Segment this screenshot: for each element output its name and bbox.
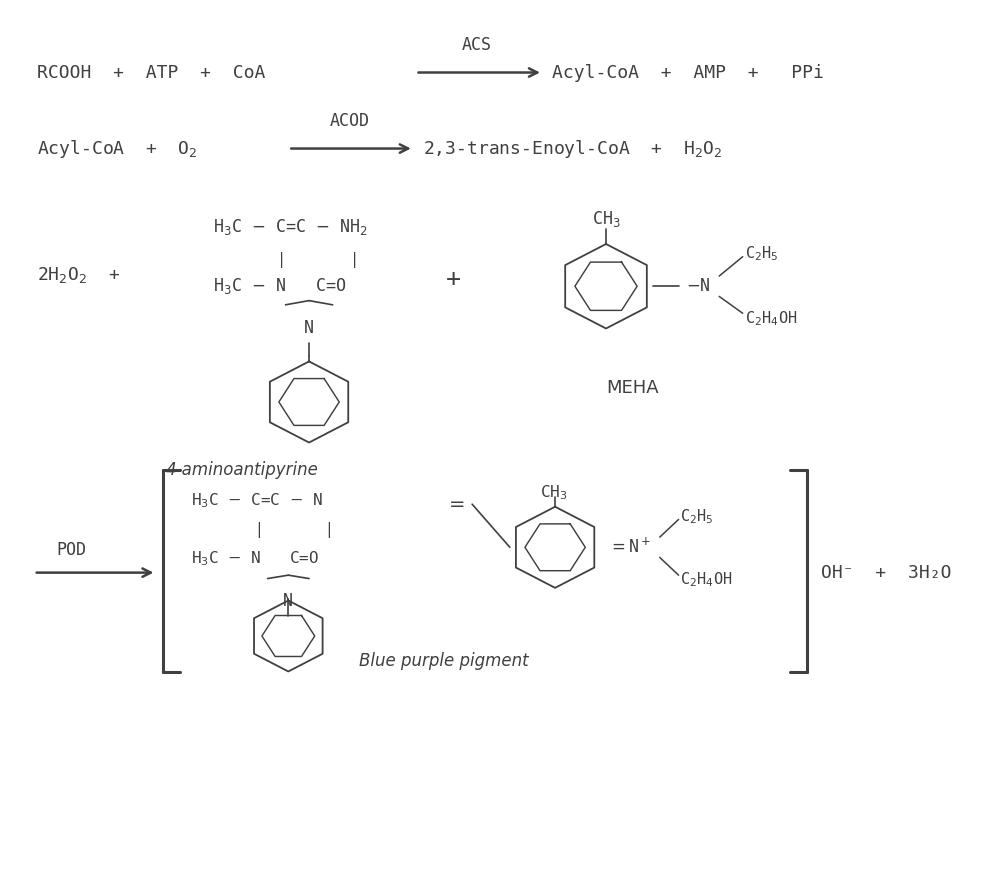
Text: H$_3$C $-$ N   C=O: H$_3$C $-$ N C=O	[213, 276, 346, 297]
Text: 2H$_2$O$_2$  +: 2H$_2$O$_2$ +	[36, 265, 120, 285]
Text: |       |: | |	[255, 523, 334, 539]
Text: Blue purple pigment: Blue purple pigment	[359, 652, 528, 671]
Text: H$_3$C $-$ N   C=O: H$_3$C $-$ N C=O	[191, 549, 319, 568]
Text: Acyl-CoA  +  O$_2$: Acyl-CoA + O$_2$	[36, 137, 197, 159]
Text: C$_2$H$_4$OH: C$_2$H$_4$OH	[744, 309, 797, 327]
Text: N: N	[304, 319, 314, 337]
Text: H$_3$C $-$ C=C $-$ NH$_2$: H$_3$C $-$ C=C $-$ NH$_2$	[213, 217, 367, 237]
Text: C$_2$H$_4$OH: C$_2$H$_4$OH	[681, 570, 733, 589]
Text: $=$: $=$	[445, 493, 465, 512]
Text: N: N	[284, 591, 294, 610]
Text: OH⁻  +  3H₂O: OH⁻ + 3H₂O	[821, 563, 952, 582]
Text: Acyl-CoA  +  AMP  +   PPi: Acyl-CoA + AMP + PPi	[552, 63, 824, 82]
Text: ACOD: ACOD	[330, 112, 369, 129]
Text: H$_3$C $-$ C=C $-$ N: H$_3$C $-$ C=C $-$ N	[191, 491, 323, 510]
Text: ACS: ACS	[462, 35, 492, 54]
Text: MEHA: MEHA	[606, 378, 659, 397]
Text: POD: POD	[57, 541, 86, 559]
Text: 2,3-trans-Enoyl-CoA  +  H$_2$O$_2$: 2,3-trans-Enoyl-CoA + H$_2$O$_2$	[423, 137, 723, 159]
Text: CH$_3$: CH$_3$	[540, 483, 568, 502]
Text: C$_2$H$_5$: C$_2$H$_5$	[744, 245, 779, 263]
Text: RCOOH  +  ATP  +  CoA: RCOOH + ATP + CoA	[36, 63, 265, 82]
Text: C$_2$H$_5$: C$_2$H$_5$	[681, 508, 714, 526]
Text: $-$N: $-$N	[686, 277, 711, 296]
Text: 4-aminoantipyrine: 4-aminoantipyrine	[166, 460, 318, 479]
Text: CH$_3$: CH$_3$	[592, 209, 621, 229]
Text: +: +	[446, 268, 461, 291]
Text: $=$N$^+$: $=$N$^+$	[608, 538, 651, 557]
Text: |       |: | |	[277, 252, 359, 268]
